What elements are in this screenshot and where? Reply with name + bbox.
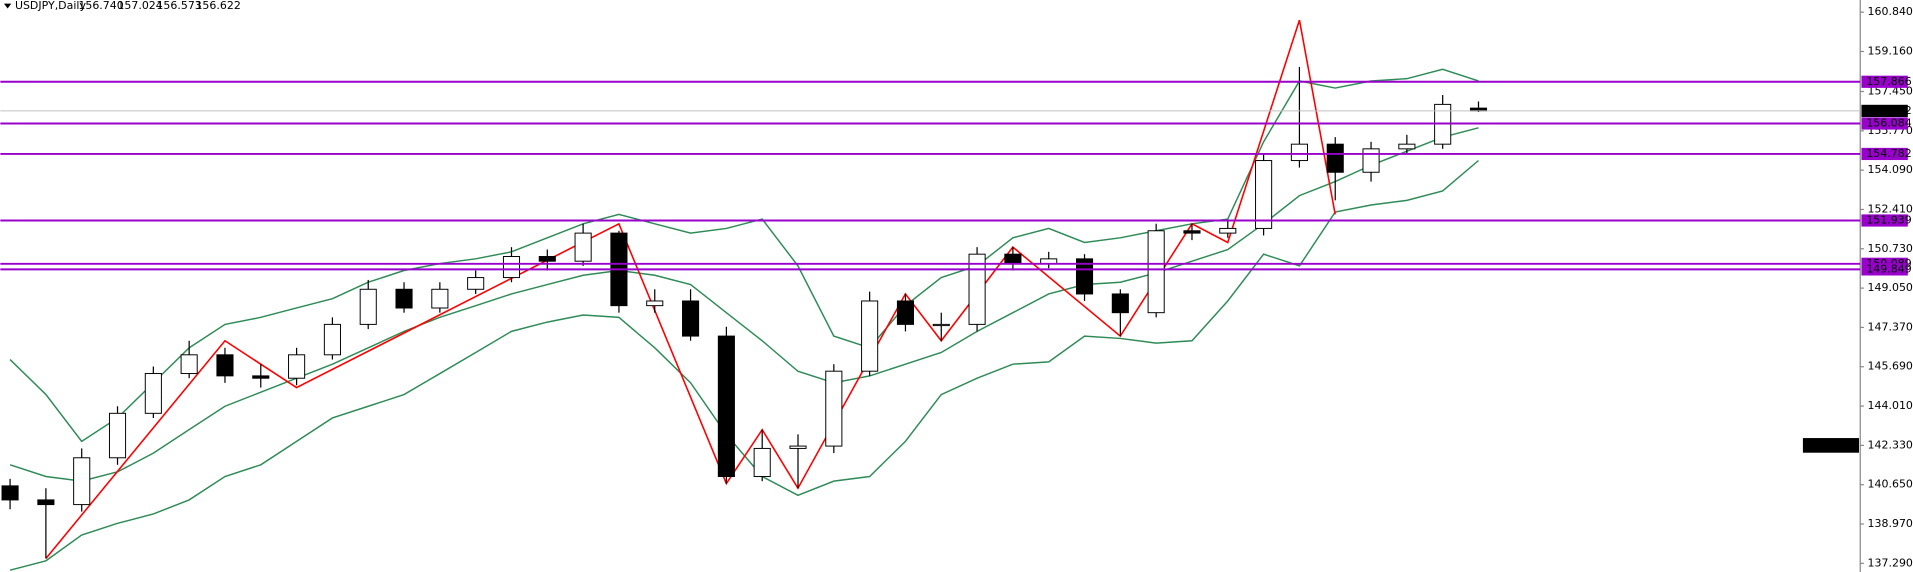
candle-body bbox=[789, 445, 807, 449]
candle-body bbox=[753, 447, 771, 477]
level-tag bbox=[1861, 117, 1908, 130]
candle-body bbox=[37, 499, 55, 506]
candle-body bbox=[682, 300, 700, 337]
candle-body bbox=[1111, 293, 1129, 314]
candle-body bbox=[1290, 143, 1308, 162]
candle-body bbox=[574, 232, 592, 262]
y-tick-label: 138.970 bbox=[1868, 517, 1913, 530]
candle-body bbox=[1326, 143, 1344, 173]
candle-body bbox=[1, 485, 19, 501]
candle-body bbox=[180, 354, 198, 375]
candle-body bbox=[144, 373, 162, 414]
candle-body bbox=[1004, 253, 1022, 265]
level-tag bbox=[1861, 214, 1908, 227]
close-label: 156.622 bbox=[195, 0, 240, 12]
y-tick-label: 159.160 bbox=[1868, 44, 1913, 57]
candle-body bbox=[1147, 230, 1165, 314]
candle-body bbox=[216, 354, 234, 377]
y-tick-label: 160.840 bbox=[1868, 5, 1913, 18]
candle-body bbox=[1362, 148, 1380, 173]
y-tick-label: 154.090 bbox=[1868, 163, 1913, 176]
candle-body bbox=[861, 300, 879, 372]
bollinger-band bbox=[9, 127, 1479, 482]
candle-body bbox=[395, 288, 413, 309]
candle-body bbox=[538, 256, 556, 262]
candle-body bbox=[1183, 230, 1201, 234]
level-tag bbox=[1861, 147, 1908, 161]
candle-body bbox=[288, 354, 306, 379]
candle-body bbox=[968, 253, 986, 325]
candle-body bbox=[431, 288, 449, 309]
candle-body bbox=[467, 277, 485, 290]
y-tick-label: 144.010 bbox=[1868, 399, 1913, 412]
low-label: 156.573 bbox=[156, 0, 201, 12]
collapse-icon[interactable] bbox=[3, 3, 12, 9]
indicator-tag bbox=[1802, 438, 1860, 453]
candle-body bbox=[108, 412, 127, 459]
y-tick-label: 142.330 bbox=[1868, 438, 1913, 451]
candle-body bbox=[717, 335, 735, 477]
candle-body bbox=[502, 256, 521, 279]
candle-body bbox=[1255, 160, 1273, 229]
header: USDJPY,Daily 156.740 157.024 156.573 156… bbox=[3, 0, 241, 12]
candle-body bbox=[825, 370, 843, 447]
y-tick-label: 145.690 bbox=[1868, 360, 1913, 373]
candle-body bbox=[323, 323, 341, 356]
level-tag bbox=[1861, 75, 1908, 88]
indicator-label: BB ON bbox=[1813, 438, 1848, 451]
candle-body bbox=[1398, 143, 1416, 150]
candle-body bbox=[932, 323, 950, 327]
candle-body bbox=[1219, 227, 1237, 234]
level-label: 157.866 bbox=[1866, 75, 1911, 88]
y-tick-label: 147.370 bbox=[1868, 320, 1913, 333]
level-label: 156.084 bbox=[1866, 116, 1911, 129]
candle-body bbox=[73, 457, 91, 506]
high-label: 157.024 bbox=[117, 0, 162, 12]
level-label: 149.849 bbox=[1866, 262, 1911, 275]
candle-body bbox=[896, 300, 915, 325]
symbol: USDJPY,Daily bbox=[15, 0, 86, 12]
price-tag bbox=[1861, 104, 1908, 117]
price-tag-label: 156.622 bbox=[1866, 104, 1911, 117]
candle-body bbox=[359, 288, 377, 325]
level-tag bbox=[1861, 263, 1908, 276]
candle-body bbox=[252, 375, 270, 379]
open-label: 156.740 bbox=[78, 0, 123, 12]
level-label: 154.782 bbox=[1866, 147, 1911, 160]
y-tick-label: 149.050 bbox=[1868, 281, 1913, 294]
y-tick-label: 150.730 bbox=[1868, 242, 1913, 255]
bollinger-band bbox=[9, 68, 1479, 443]
candle-body bbox=[646, 300, 664, 307]
y-tick-label: 137.290 bbox=[1868, 556, 1913, 569]
level-label: 151.939 bbox=[1866, 213, 1911, 226]
zigzag-line bbox=[45, 19, 1336, 559]
plot bbox=[1, 19, 1488, 571]
y-tick-label: 152.410 bbox=[1868, 202, 1913, 215]
y-tick-label: 140.650 bbox=[1868, 478, 1913, 491]
candle-body bbox=[1075, 258, 1094, 295]
